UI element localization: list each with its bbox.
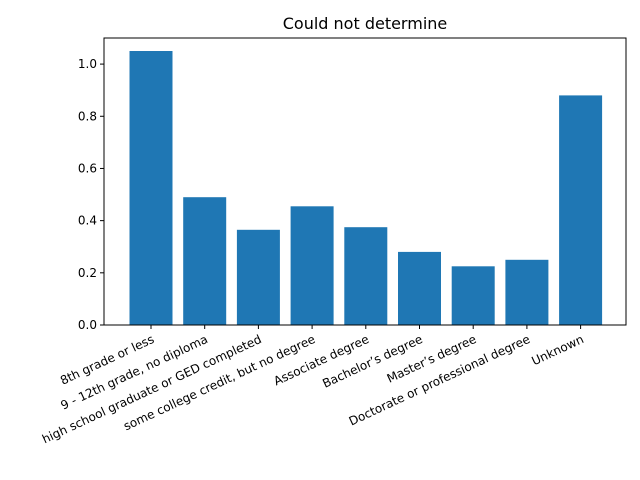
bar-8 xyxy=(559,95,603,326)
y-tick-label: 0.2 xyxy=(78,266,97,280)
bar-7 xyxy=(505,259,549,325)
y-tick-label: 1.0 xyxy=(78,57,97,71)
y-tick-label: 0.6 xyxy=(78,161,97,175)
bars-group xyxy=(129,51,603,326)
bar-4 xyxy=(344,227,388,325)
y-tick-label: 0.8 xyxy=(78,109,97,123)
bar-5 xyxy=(398,251,441,325)
bar-2 xyxy=(236,229,280,325)
y-tick-label: 0.0 xyxy=(78,318,97,332)
plot-frame xyxy=(103,37,627,326)
bar-0 xyxy=(129,51,173,325)
y-tick-label: 0.4 xyxy=(78,214,97,228)
bar-1 xyxy=(183,197,227,325)
bar-6 xyxy=(451,266,495,325)
y-axis: 0.0 0.2 0.4 0.6 0.8 1.0 xyxy=(78,57,104,332)
x-tick-label: Unknown xyxy=(529,332,585,368)
bar-3 xyxy=(290,206,334,325)
chart-title: Could not determine xyxy=(283,14,448,33)
x-tick-label: high school graduate or GED completed xyxy=(40,332,264,446)
